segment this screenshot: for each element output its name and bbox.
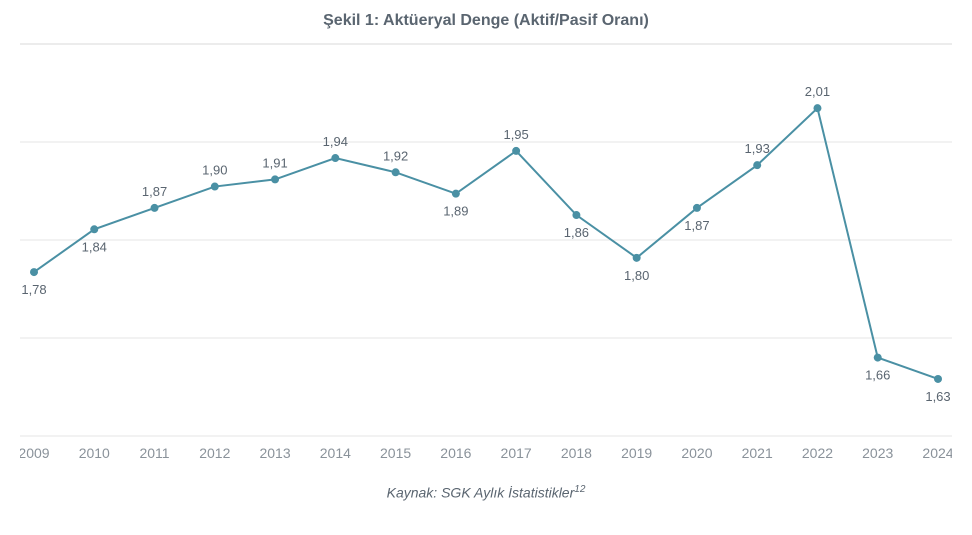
data-label: 1,89 bbox=[443, 204, 468, 219]
x-axis-label: 2011 bbox=[139, 445, 169, 461]
data-label: 1,92 bbox=[383, 148, 408, 163]
data-marker bbox=[90, 225, 98, 233]
data-marker bbox=[211, 183, 219, 191]
data-label: 1,93 bbox=[745, 141, 770, 156]
data-marker bbox=[693, 204, 701, 212]
data-marker bbox=[452, 190, 460, 198]
data-label: 1,90 bbox=[202, 163, 227, 178]
data-marker bbox=[392, 168, 400, 176]
x-axis-label: 2018 bbox=[561, 445, 592, 461]
data-label: 1,84 bbox=[82, 239, 107, 254]
source-prefix: Kaynak: bbox=[387, 485, 441, 501]
data-marker bbox=[30, 268, 38, 276]
data-marker bbox=[874, 354, 882, 362]
x-axis-label: 2022 bbox=[802, 445, 833, 461]
chart-container: Şekil 1: Aktüeryal Denge (Aktif/Pasif Or… bbox=[0, 0, 972, 535]
x-axis-label: 2021 bbox=[742, 445, 773, 461]
x-axis-label: 2020 bbox=[681, 445, 712, 461]
source-text: SGK Aylık İstatistikler bbox=[441, 485, 574, 501]
x-axis-label: 2012 bbox=[199, 445, 230, 461]
data-label: 1,87 bbox=[684, 218, 709, 233]
x-axis-label: 2009 bbox=[20, 445, 50, 461]
data-label: 1,94 bbox=[323, 134, 348, 149]
x-axis-label: 2013 bbox=[259, 445, 290, 461]
data-marker bbox=[813, 104, 821, 112]
data-marker bbox=[331, 154, 339, 162]
x-axis-label: 2010 bbox=[79, 445, 110, 461]
x-axis-label: 2015 bbox=[380, 445, 411, 461]
data-label: 1,95 bbox=[503, 127, 528, 142]
chart-plot: 1,78 1,84 1,87 1,90 1,91 1,94 1,92 1,89 1,95 1,86… bbox=[20, 36, 952, 466]
x-axis-label: 2024 bbox=[922, 445, 952, 461]
chart-title: Şekil 1: Aktüeryal Denge (Aktif/Pasif Or… bbox=[20, 12, 952, 30]
data-label: 1,91 bbox=[262, 155, 287, 170]
data-label: 1,66 bbox=[865, 368, 890, 383]
x-axis-label: 2017 bbox=[501, 445, 532, 461]
x-axis-label: 2023 bbox=[862, 445, 893, 461]
data-label: 2,01 bbox=[805, 84, 830, 99]
data-marker bbox=[934, 375, 942, 383]
data-label: 1,86 bbox=[564, 225, 589, 240]
chart-source: Kaynak: SGK Aylık İstatistikler12 bbox=[20, 484, 952, 501]
x-axis-label: 2014 bbox=[320, 445, 351, 461]
data-label: 1,63 bbox=[925, 389, 950, 404]
data-marker bbox=[271, 175, 279, 183]
x-axis-label: 2016 bbox=[440, 445, 471, 461]
source-footnote: 12 bbox=[574, 484, 585, 495]
chart-svg: 1,78 1,84 1,87 1,90 1,91 1,94 1,92 1,89 1,95 1,86… bbox=[20, 36, 952, 466]
data-marker bbox=[633, 254, 641, 262]
data-marker bbox=[753, 161, 761, 169]
data-label: 1,78 bbox=[21, 282, 46, 297]
data-marker bbox=[512, 147, 520, 155]
data-label: 1,80 bbox=[624, 268, 649, 283]
data-label: 1,87 bbox=[142, 184, 167, 199]
data-marker bbox=[151, 204, 159, 212]
data-marker bbox=[572, 211, 580, 219]
x-axis-label: 2019 bbox=[621, 445, 652, 461]
